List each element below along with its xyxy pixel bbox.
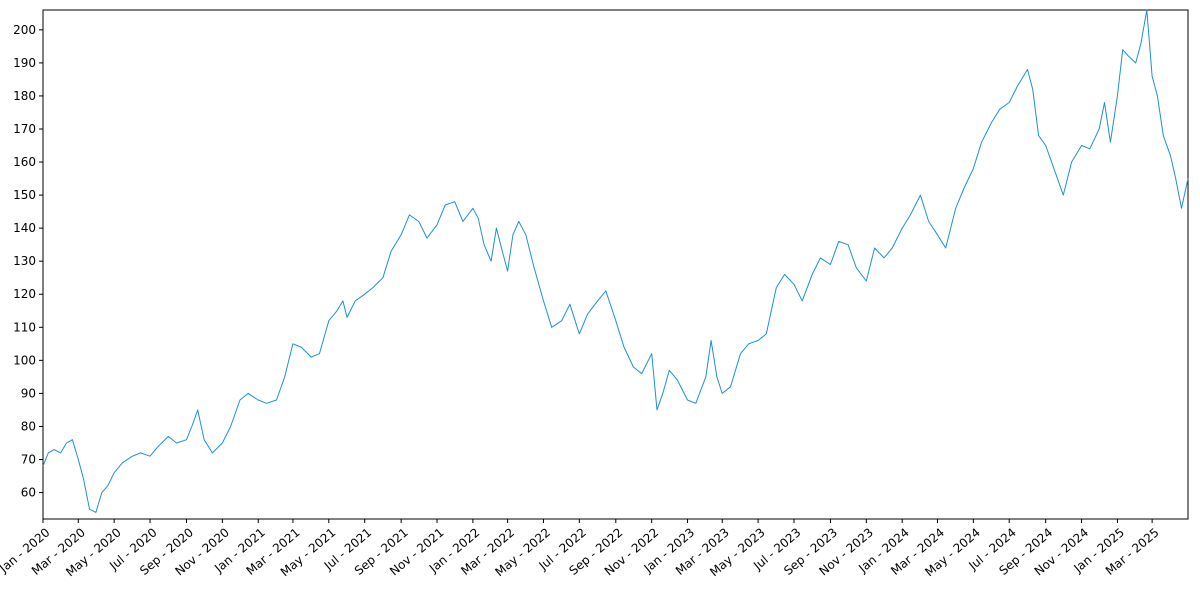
y-tick-label: 150 (13, 188, 36, 202)
y-tick-label: 60 (21, 486, 36, 500)
y-axis: 60 70 80 90 100 110 120 130 140 150 160 170 180 190 20… (13, 23, 43, 500)
y-tick-label: 80 (21, 419, 36, 433)
y-tick-label: 130 (13, 254, 36, 268)
y-tick-label: 140 (13, 221, 36, 235)
y-tick-label: 180 (13, 89, 36, 103)
y-tick-label: 190 (13, 56, 36, 70)
y-tick-label: 170 (13, 122, 36, 136)
plot-area (42, 9, 1189, 520)
y-tick-label: 160 (13, 155, 36, 169)
series-line (42, 9, 1189, 513)
y-tick-label: 120 (13, 287, 36, 301)
y-tick-label: 90 (21, 386, 36, 400)
y-tick-label: 200 (13, 23, 36, 37)
y-tick-label: 100 (13, 353, 36, 367)
y-tick-label: 70 (21, 453, 36, 467)
series-group (42, 9, 1189, 513)
y-tick-label: 110 (13, 320, 36, 334)
